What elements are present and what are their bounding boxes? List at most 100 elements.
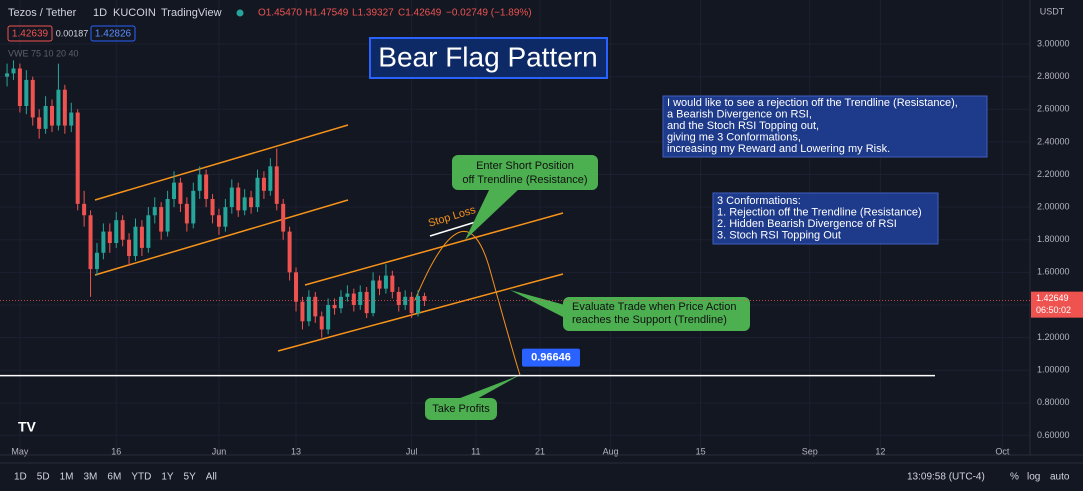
candle-body [88, 215, 93, 270]
candle-body [17, 68, 22, 107]
evaluate-callout: Evaluate Trade when Price Action reaches… [510, 290, 750, 331]
y-tick-label: 2.60000 [1037, 104, 1070, 114]
candle-body [101, 231, 106, 253]
indicator: VWE 75 10 20 40 [8, 48, 79, 58]
candle-body [11, 68, 16, 74]
scale-option[interactable]: % [1010, 472, 1019, 483]
candle-body [178, 182, 183, 204]
y-tick-label: 1.80000 [1037, 234, 1070, 244]
candle-body [364, 291, 369, 314]
symbol: Tezos / Tether [8, 7, 77, 19]
clock: 13:09:58 (UTC-4) [907, 472, 985, 483]
note-line: Take Profits [432, 403, 490, 415]
candle-body [294, 272, 299, 302]
candle-body [300, 301, 305, 322]
range-button[interactable]: 5Y [184, 472, 197, 483]
candle-body [396, 291, 401, 305]
conf-box [712, 192, 939, 245]
range-button[interactable]: 3M [84, 472, 98, 483]
interval: 1D [93, 7, 107, 19]
range-button[interactable]: 5D [37, 472, 50, 483]
title-box [369, 37, 608, 79]
y-tick-label: 2.40000 [1037, 136, 1070, 146]
y-tick-label: 0.80000 [1037, 397, 1070, 407]
y-tick-label: 2.80000 [1037, 71, 1070, 81]
note-line: giving me 3 Conformations, [667, 131, 801, 143]
candle-body [268, 166, 273, 191]
candle-body [82, 203, 87, 216]
candle-body [37, 117, 42, 129]
candle-body [120, 220, 125, 240]
range-button[interactable]: All [206, 472, 217, 483]
candle-body [204, 174, 209, 199]
candle-body [274, 166, 279, 204]
candle-body [94, 252, 99, 270]
candle-body [69, 112, 74, 126]
candle-body [56, 89, 61, 126]
last-price-tag [1031, 291, 1083, 318]
note-line: reaches the Support (Trendline) [572, 314, 727, 326]
chart-title: Bear Flag Pattern [378, 41, 597, 72]
y-tick-label: 3.00000 [1037, 38, 1070, 48]
candle-body [390, 275, 395, 292]
x-tick-label: Oct [995, 446, 1010, 456]
range-button[interactable]: 1Y [161, 472, 174, 483]
candle-body [75, 112, 80, 204]
x-tick-label: 11 [471, 446, 480, 456]
candle-body [107, 231, 112, 243]
candle-body [326, 304, 331, 330]
x-tick-label: Jun [212, 446, 227, 456]
note-line: a Bearish Divergence on RSI, [667, 108, 812, 120]
exchange: KUCOIN [113, 7, 156, 19]
y-tick-label: 2.20000 [1037, 169, 1070, 179]
note-line: 1. Rejection off the Trendline (Resistan… [717, 206, 922, 218]
candle-body [345, 293, 350, 297]
range-button[interactable]: 1M [60, 472, 74, 483]
candle-body [229, 187, 234, 208]
range-button[interactable]: 6M [107, 472, 121, 483]
change: −0.02749 (−1.89%) [446, 8, 532, 19]
candle-body [223, 207, 228, 227]
note-line: 3. Stoch RSI Topping Out [717, 229, 841, 241]
note-line: I would like to see a rejection off the … [667, 97, 958, 109]
candle-body [242, 197, 247, 211]
ohlc: O1.45470 [258, 8, 302, 19]
candle-body [184, 203, 189, 224]
candle-body [371, 280, 376, 314]
candle-body [377, 280, 382, 289]
enter-callout: Enter Short Position off Trendline (Resi… [452, 155, 598, 240]
scale-option[interactable]: log [1027, 472, 1040, 483]
candle-body [422, 296, 427, 301]
note-line: increasing my Reward and Lowering my Ris… [667, 143, 890, 155]
target-label: 0.96646 [531, 352, 571, 364]
candle-body [351, 293, 356, 305]
candle-body [338, 296, 343, 309]
candle-body [62, 89, 67, 126]
x-tick-label: 15 [696, 446, 706, 456]
ohlc: L1.39327 [352, 8, 394, 19]
range-button[interactable]: YTD [131, 472, 151, 483]
note-line: Evaluate Trade when Price Action [572, 301, 736, 313]
note-line: 2. Hidden Bearish Divergence of RSI [717, 218, 897, 230]
ask[interactable]: 1.42826 [95, 29, 132, 40]
platform: TradingView [161, 7, 222, 19]
candle-body [133, 226, 138, 257]
currency: USDT [1040, 6, 1065, 16]
candle-body [152, 207, 157, 216]
candle-body [165, 198, 170, 232]
candle-body [261, 177, 266, 191]
note-line: Enter Short Position [476, 160, 574, 172]
note-box [662, 95, 988, 158]
scale-option[interactable]: auto [1050, 472, 1070, 483]
bid[interactable]: 1.42639 [12, 29, 49, 40]
projection-path [414, 230, 521, 376]
candle-body [255, 177, 260, 208]
x-tick-label: Aug [603, 446, 619, 456]
range-button[interactable]: 1D [14, 472, 27, 483]
spread: 0.00187 [56, 28, 89, 38]
candle-body [216, 215, 221, 227]
take-callout: Take Profits [425, 375, 520, 420]
candle-body [332, 304, 337, 309]
candle-body [306, 296, 311, 322]
